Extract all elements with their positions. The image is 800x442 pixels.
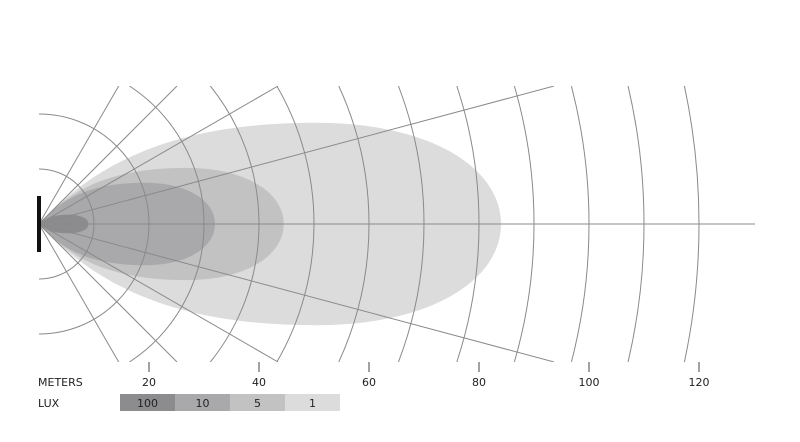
meters-label: METERS: [38, 376, 83, 389]
angle-ray: [39, 86, 178, 225]
angle-ray: [39, 223, 279, 362]
distance-axis: 20 40 60 80 100 120: [142, 362, 710, 389]
lux-legend: 100 10 5 1: [120, 394, 340, 411]
lux-label: LUX: [38, 397, 60, 410]
lamp-icon: [37, 196, 41, 252]
tick-label: 20: [142, 376, 156, 389]
angle-ray: [39, 86, 555, 225]
legend-swatch-5: [230, 394, 285, 411]
angle-ray: [39, 86, 120, 225]
legend-swatch-10: [175, 394, 230, 411]
angle-ray: [39, 223, 178, 362]
tick-label: 100: [579, 376, 600, 389]
tick-label: 120: [689, 376, 710, 389]
legend-label: 100: [137, 397, 158, 410]
tick-label: 60: [362, 376, 376, 389]
legend-label: 10: [196, 397, 210, 410]
angle-ray: [39, 223, 555, 362]
legend-label: 5: [254, 397, 261, 410]
legend-swatch-1: [285, 394, 340, 411]
tick-label: 80: [472, 376, 486, 389]
legend-swatch-100: [120, 394, 175, 411]
angle-ray: [39, 223, 120, 362]
angle-ray: [39, 86, 279, 225]
tick-label: 40: [252, 376, 266, 389]
legend-label: 1: [309, 397, 316, 410]
